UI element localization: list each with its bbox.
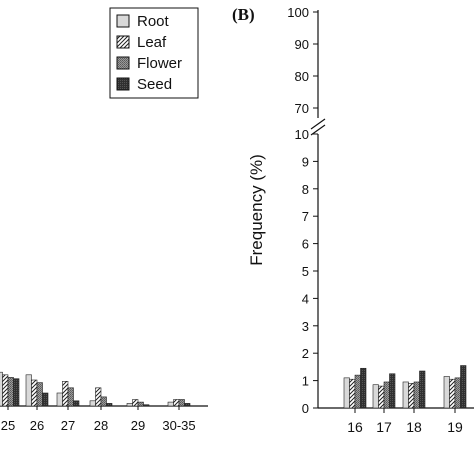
chart-panel-a: 25 26 27 28 29 30-35 — [0, 371, 208, 433]
legend-label-seed: Seed — [137, 76, 172, 93]
bar-a-root-28 — [89, 400, 96, 407]
x-tick-b-18: 18 — [406, 419, 422, 435]
y-tick-0: 0 — [302, 401, 309, 416]
bar-a-root-26 — [25, 374, 32, 407]
bar-b-flower-16 — [354, 374, 361, 409]
bar-b-flower-19 — [454, 377, 461, 409]
legend: Root Leaf Flower Seed — [109, 7, 199, 99]
bar-a-root-25 — [0, 371, 3, 407]
bar-b-seed-18 — [419, 370, 426, 409]
axis-break-icon — [310, 118, 326, 136]
bar-a-seed-29 — [143, 404, 150, 407]
y-tick-5: 5 — [302, 264, 309, 279]
bar-a-leaf-26 — [31, 379, 38, 407]
bar-a-seed-27 — [73, 400, 80, 407]
bar-b-root-18 — [402, 381, 409, 409]
y-ticks-b: 0 1 2 3 4 5 6 7 8 9 10 70 80 90 100 — [287, 5, 318, 416]
bar-a-seed-30-35 — [184, 403, 191, 407]
bar-a-root-27 — [56, 392, 63, 407]
y-tick-8: 8 — [302, 182, 309, 197]
bar-b-seed-19 — [460, 365, 467, 409]
x-tick-a-28: 28 — [94, 418, 108, 433]
y-tick-100: 100 — [287, 5, 309, 20]
bar-a-leaf-30-35 — [173, 399, 180, 407]
x-tick-a-27: 27 — [61, 418, 75, 433]
legend-swatch-leaf — [116, 35, 130, 49]
bar-b-leaf-17 — [378, 385, 385, 409]
y-tick-70: 70 — [295, 101, 309, 116]
bar-a-root-30-35 — [167, 401, 174, 407]
bar-a-seed-25 — [13, 378, 20, 407]
y-tick-7: 7 — [302, 209, 309, 224]
bar-a-leaf-25 — [2, 374, 9, 407]
y-tick-3: 3 — [302, 319, 309, 334]
x-tick-a-30-35: 30-35 — [162, 418, 195, 433]
bar-b-leaf-19 — [449, 378, 456, 409]
bar-a-flower-30-35 — [178, 399, 185, 407]
chart-panel-b: (B) Frequency (%) 012345678910708090100 … — [232, 5, 474, 435]
y-axis-label: Frequency (%) — [247, 154, 266, 265]
bar-b-seed-17 — [389, 373, 396, 409]
bar-a-seed-28 — [106, 403, 113, 407]
y-tick-9: 9 — [302, 154, 309, 169]
bar-b-root-19 — [443, 376, 450, 409]
bar-b-root-17 — [372, 384, 379, 409]
bar-b-leaf-16 — [349, 378, 356, 409]
y-tick-10: 10 — [295, 127, 309, 142]
bar-a-flower-27 — [67, 387, 74, 407]
x-tick-a-29: 29 — [131, 418, 145, 433]
y-tick-1: 1 — [302, 374, 309, 389]
panel-label-b: (B) — [232, 5, 255, 24]
bar-a-flower-25 — [7, 377, 14, 407]
x-tick-a-25: 25 — [1, 418, 15, 433]
bar-b-flower-18 — [413, 381, 420, 409]
bar-b-seed-16 — [360, 367, 367, 409]
legend-swatch-seed — [116, 77, 130, 91]
bar-a-seed-26 — [42, 392, 49, 407]
x-tick-b-17: 17 — [376, 419, 392, 435]
x-tick-labels-b: 16 17 18 19 — [347, 408, 463, 435]
bar-a-flower-26 — [36, 382, 43, 407]
bars-a — [0, 371, 191, 407]
x-tick-labels-a: 25 26 27 28 29 30-35 — [1, 406, 196, 433]
x-tick-b-19: 19 — [447, 419, 463, 435]
y-tick-90: 90 — [295, 37, 309, 52]
legend-swatch-root — [116, 14, 130, 28]
bars-b — [343, 365, 467, 409]
y-tick-80: 80 — [295, 69, 309, 84]
legend-label-flower: Flower — [137, 55, 182, 72]
bar-a-leaf-29 — [132, 399, 139, 407]
x-tick-a-26: 26 — [30, 418, 44, 433]
bar-a-root-29 — [126, 403, 133, 407]
bar-b-root-16 — [343, 377, 350, 409]
y-tick-2: 2 — [302, 346, 309, 361]
legend-label-leaf: Leaf — [137, 34, 167, 51]
bar-b-flower-17 — [383, 381, 390, 409]
legend-label-root: Root — [137, 13, 170, 30]
bar-a-leaf-27 — [62, 380, 69, 407]
legend-swatch-flower — [116, 56, 130, 70]
y-tick-4: 4 — [302, 291, 309, 306]
bar-a-flower-29 — [137, 401, 144, 407]
x-tick-b-16: 16 — [347, 419, 363, 435]
bar-a-leaf-28 — [95, 387, 102, 407]
bar-b-leaf-18 — [408, 383, 415, 409]
bar-a-flower-28 — [100, 396, 107, 407]
y-tick-6: 6 — [302, 237, 309, 252]
